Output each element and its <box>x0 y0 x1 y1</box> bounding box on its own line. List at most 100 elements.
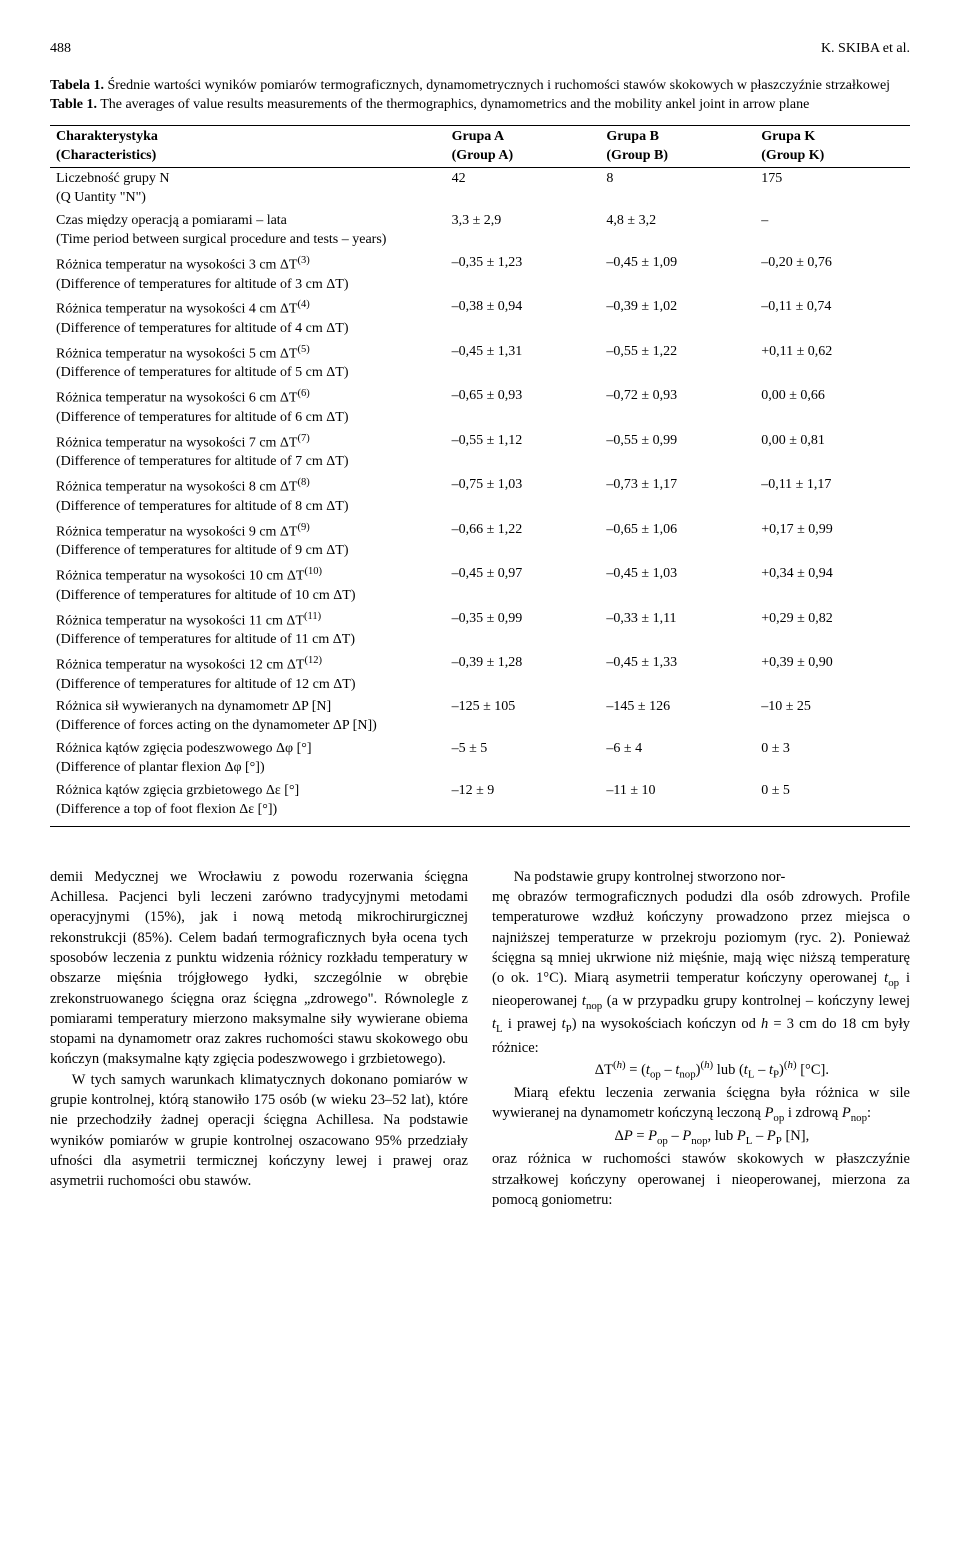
cell-char: Różnica temperatur na wysokości 9 cm ΔT(… <box>50 519 446 563</box>
table-label-en: Table 1. <box>50 97 97 112</box>
page-number: 488 <box>50 40 71 59</box>
col-header-b-en: (Group B) <box>606 148 668 163</box>
table-row: Różnica temperatur na wysokości 3 cm ΔT(… <box>50 252 910 296</box>
table-caption: Tabela 1. Średnie wartości wyników pomia… <box>50 77 910 115</box>
cell-char: Różnica temperatur na wysokości 8 cm ΔT(… <box>50 474 446 518</box>
table-row: Różnica sił wywieranych na dynamometr ΔP… <box>50 696 910 738</box>
running-head: K. SKIBA et al. <box>821 40 910 59</box>
cell-k: +0,39 ± 0,90 <box>755 652 910 696</box>
cell-char: Różnica temperatur na wysokości 4 cm ΔT(… <box>50 296 446 340</box>
table-row: Różnica temperatur na wysokości 10 cm ΔT… <box>50 563 910 607</box>
table-row: Różnica temperatur na wysokości 7 cm ΔT(… <box>50 430 910 474</box>
equation-1: ΔT(h) = (top – tnop)(h) lub (tL – tP)(h)… <box>492 1058 910 1083</box>
cell-a: 3,3 ± 2,9 <box>446 210 601 252</box>
cell-b: –0,45 ± 1,03 <box>600 563 755 607</box>
table-header-row: Charakterystyka (Characteristics) Grupa … <box>50 125 910 168</box>
cell-k: 0,00 ± 0,81 <box>755 430 910 474</box>
cell-k: +0,11 ± 0,62 <box>755 341 910 385</box>
col-header-b: Grupa B (Group B) <box>600 125 755 168</box>
col-header-k-en: (Group K) <box>761 148 824 163</box>
cell-k: +0,17 ± 0,99 <box>755 519 910 563</box>
cell-char: Różnica kątów zgięcia grzbietowego Δε [°… <box>50 780 446 826</box>
cell-a: –0,66 ± 1,22 <box>446 519 601 563</box>
cell-b: –0,65 ± 1,06 <box>600 519 755 563</box>
cell-char: Różnica temperatur na wysokości 12 cm ΔT… <box>50 652 446 696</box>
table-row: Różnica temperatur na wysokości 11 cm ΔT… <box>50 608 910 652</box>
table-row: Różnica temperatur na wysokości 5 cm ΔT(… <box>50 341 910 385</box>
cell-b: –0,45 ± 1,33 <box>600 652 755 696</box>
cell-b: –0,39 ± 1,02 <box>600 296 755 340</box>
cell-char: Różnica temperatur na wysokości 3 cm ΔT(… <box>50 252 446 296</box>
cell-char: Różnica temperatur na wysokości 10 cm ΔT… <box>50 563 446 607</box>
body-left-p3: Na podstawie grupy kontrolnej stworzono … <box>492 867 910 887</box>
cell-a: –0,65 ± 0,93 <box>446 385 601 429</box>
cell-k: –10 ± 25 <box>755 696 910 738</box>
table-row: Różnica kątów zgięcia podeszwowego Δφ [°… <box>50 738 910 780</box>
table-label-pl: Tabela 1. <box>50 78 104 93</box>
table-row: Czas między operacją a pomiarami – lata(… <box>50 210 910 252</box>
cell-b: –6 ± 4 <box>600 738 755 780</box>
cell-k: 0 ± 5 <box>755 780 910 826</box>
results-table: Charakterystyka (Characteristics) Grupa … <box>50 125 910 827</box>
cell-b: 8 <box>600 168 755 210</box>
cell-b: –0,45 ± 1,09 <box>600 252 755 296</box>
body-right-p3: oraz różnica w ruchomości stawów skokowy… <box>492 1149 910 1210</box>
cell-a: –0,75 ± 1,03 <box>446 474 601 518</box>
cell-a: –5 ± 5 <box>446 738 601 780</box>
cell-char: Różnica temperatur na wysokości 6 cm ΔT(… <box>50 385 446 429</box>
col-header-char: Charakterystyka (Characteristics) <box>50 125 446 168</box>
col-header-k-pl: Grupa K <box>761 129 815 144</box>
cell-char: Różnica temperatur na wysokości 5 cm ΔT(… <box>50 341 446 385</box>
cell-a: –0,35 ± 1,23 <box>446 252 601 296</box>
cell-k: – <box>755 210 910 252</box>
table-row: Różnica kątów zgięcia grzbietowego Δε [°… <box>50 780 910 826</box>
table-row: Różnica temperatur na wysokości 12 cm ΔT… <box>50 652 910 696</box>
col-header-k: Grupa K (Group K) <box>755 125 910 168</box>
cell-a: –0,45 ± 0,97 <box>446 563 601 607</box>
body-left-p1: demii Medycznej we Wrocławiu z powodu ro… <box>50 867 468 1070</box>
body-right-p1: mę obrazów termograficznych podudzi dla … <box>492 887 910 1058</box>
cell-b: –0,73 ± 1,17 <box>600 474 755 518</box>
cell-char: Liczebność grupy N(Q Uantity "N") <box>50 168 446 210</box>
table-row: Różnica temperatur na wysokości 9 cm ΔT(… <box>50 519 910 563</box>
cell-a: –0,39 ± 1,28 <box>446 652 601 696</box>
col-header-b-pl: Grupa B <box>606 129 659 144</box>
cell-k: –0,20 ± 0,76 <box>755 252 910 296</box>
col-header-a-en: (Group A) <box>452 148 514 163</box>
cell-char: Różnica temperatur na wysokości 7 cm ΔT(… <box>50 430 446 474</box>
body-right-p2: Miarą efektu leczenia zerwania ścięgna b… <box>492 1083 910 1126</box>
body-text: demii Medycznej we Wrocławiu z powodu ro… <box>50 867 910 1210</box>
cell-k: 175 <box>755 168 910 210</box>
body-left-p2: W tych samych warunkach klimatycznych do… <box>50 1070 468 1192</box>
col-header-a-pl: Grupa A <box>452 129 505 144</box>
cell-b: –11 ± 10 <box>600 780 755 826</box>
col-header-char-en: (Characteristics) <box>56 148 156 163</box>
cell-a: –0,55 ± 1,12 <box>446 430 601 474</box>
table-row: Liczebność grupy N(Q Uantity "N")428175 <box>50 168 910 210</box>
cell-a: 42 <box>446 168 601 210</box>
table-text-pl: Średnie wartości wyników pomiarów termog… <box>107 78 890 93</box>
cell-b: –0,55 ± 1,22 <box>600 341 755 385</box>
cell-a: –0,35 ± 0,99 <box>446 608 601 652</box>
cell-k: –0,11 ± 0,74 <box>755 296 910 340</box>
cell-b: –0,33 ± 1,11 <box>600 608 755 652</box>
cell-a: –0,45 ± 1,31 <box>446 341 601 385</box>
cell-a: –12 ± 9 <box>446 780 601 826</box>
table-text-en: The averages of value results measuremen… <box>100 97 809 112</box>
cell-b: 4,8 ± 3,2 <box>600 210 755 252</box>
table-row: Różnica temperatur na wysokości 8 cm ΔT(… <box>50 474 910 518</box>
cell-k: +0,29 ± 0,82 <box>755 608 910 652</box>
equation-2: ΔP = Pop – Pnop, lub PL – PP [N], <box>492 1126 910 1149</box>
cell-char: Czas między operacją a pomiarami – lata(… <box>50 210 446 252</box>
col-header-char-pl: Charakterystyka <box>56 129 158 144</box>
cell-a: –125 ± 105 <box>446 696 601 738</box>
cell-k: –0,11 ± 1,17 <box>755 474 910 518</box>
cell-k: 0,00 ± 0,66 <box>755 385 910 429</box>
table-row: Różnica temperatur na wysokości 6 cm ΔT(… <box>50 385 910 429</box>
cell-k: +0,34 ± 0,94 <box>755 563 910 607</box>
cell-k: 0 ± 3 <box>755 738 910 780</box>
cell-b: –0,55 ± 0,99 <box>600 430 755 474</box>
cell-char: Różnica sił wywieranych na dynamometr ΔP… <box>50 696 446 738</box>
page-header: 488 K. SKIBA et al. <box>50 40 910 59</box>
cell-b: –145 ± 126 <box>600 696 755 738</box>
